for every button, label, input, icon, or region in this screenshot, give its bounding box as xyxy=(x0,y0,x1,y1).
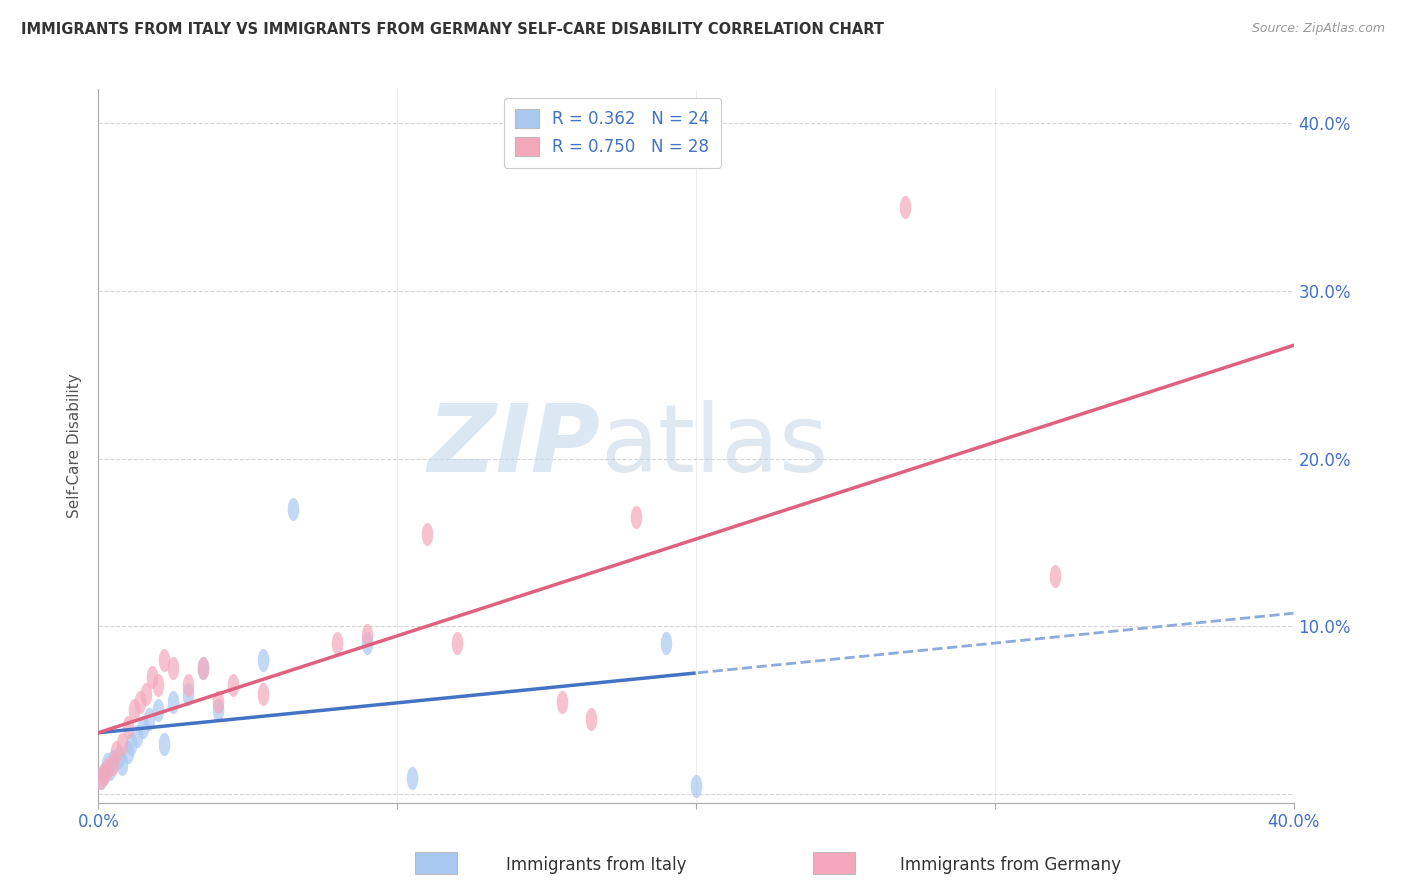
Point xyxy=(326,636,349,650)
Point xyxy=(581,712,603,726)
Point xyxy=(191,661,214,675)
Point xyxy=(124,703,146,717)
Point xyxy=(93,767,115,781)
Point xyxy=(103,757,125,772)
Point xyxy=(127,729,149,743)
Point xyxy=(120,737,142,751)
Point xyxy=(685,779,707,793)
Point xyxy=(177,687,200,701)
Point xyxy=(135,687,157,701)
Point xyxy=(252,687,274,701)
Point xyxy=(111,737,134,751)
Point xyxy=(138,712,160,726)
Point xyxy=(446,636,468,650)
Point xyxy=(90,771,112,785)
Point xyxy=(105,746,128,760)
Point xyxy=(111,757,134,772)
Text: Immigrants from Germany: Immigrants from Germany xyxy=(900,856,1121,874)
Text: Immigrants from Italy: Immigrants from Italy xyxy=(506,856,686,874)
Point xyxy=(117,746,139,760)
Point xyxy=(148,678,170,692)
Point xyxy=(177,678,200,692)
Point xyxy=(191,661,214,675)
Text: ZIP: ZIP xyxy=(427,400,600,492)
Point xyxy=(550,695,572,709)
Point xyxy=(162,695,184,709)
Point xyxy=(655,636,678,650)
Point xyxy=(90,771,112,785)
Point xyxy=(96,757,118,772)
Point xyxy=(93,767,115,781)
Point xyxy=(416,527,439,541)
Point xyxy=(1043,569,1066,583)
Text: IMMIGRANTS FROM ITALY VS IMMIGRANTS FROM GERMANY SELF-CARE DISABILITY CORRELATIO: IMMIGRANTS FROM ITALY VS IMMIGRANTS FROM… xyxy=(21,22,884,37)
Point xyxy=(162,661,184,675)
Point xyxy=(132,720,155,734)
Point xyxy=(100,762,122,776)
Point xyxy=(207,703,229,717)
Point xyxy=(141,670,163,684)
Point xyxy=(96,762,118,776)
Y-axis label: Self-Care Disability: Self-Care Disability xyxy=(67,374,83,518)
Point xyxy=(153,737,176,751)
Legend: R = 0.362   N = 24, R = 0.750   N = 28: R = 0.362 N = 24, R = 0.750 N = 28 xyxy=(503,97,721,168)
Point xyxy=(207,695,229,709)
Point xyxy=(117,720,139,734)
Point xyxy=(356,636,378,650)
Point xyxy=(148,703,170,717)
Point xyxy=(252,653,274,667)
Point xyxy=(103,754,125,768)
Text: Source: ZipAtlas.com: Source: ZipAtlas.com xyxy=(1251,22,1385,36)
Point xyxy=(153,653,176,667)
Point xyxy=(626,510,648,524)
Point xyxy=(894,200,917,214)
Point xyxy=(108,750,131,764)
Point xyxy=(281,502,304,516)
Text: atlas: atlas xyxy=(600,400,828,492)
Point xyxy=(129,695,152,709)
Point xyxy=(356,628,378,642)
Point xyxy=(401,771,423,785)
Point xyxy=(222,678,245,692)
